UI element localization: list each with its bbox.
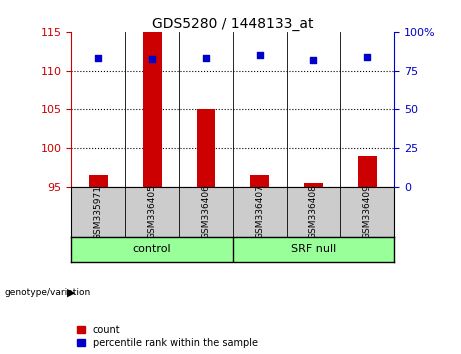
Text: GSM336408: GSM336408 — [309, 185, 318, 240]
Text: control: control — [133, 245, 171, 255]
Text: GSM336407: GSM336407 — [255, 185, 264, 240]
Bar — [304, 183, 323, 187]
Text: SRF null: SRF null — [291, 245, 336, 255]
Bar — [196, 109, 215, 187]
Text: ▶: ▶ — [67, 288, 75, 298]
Text: GSM336409: GSM336409 — [363, 185, 372, 240]
Text: GSM335971: GSM335971 — [94, 184, 103, 240]
Point — [310, 57, 317, 63]
Bar — [143, 32, 161, 187]
Legend: count, percentile rank within the sample: count, percentile rank within the sample — [77, 324, 259, 349]
Point — [95, 56, 102, 61]
Bar — [250, 176, 269, 187]
Text: GSM336406: GSM336406 — [201, 185, 210, 240]
Bar — [89, 176, 108, 187]
Point — [148, 56, 156, 62]
Point — [256, 52, 263, 58]
Bar — [358, 156, 377, 187]
Text: GSM336405: GSM336405 — [148, 185, 157, 240]
Text: genotype/variation: genotype/variation — [5, 287, 91, 297]
Point — [364, 54, 371, 59]
Point — [202, 56, 210, 61]
Title: GDS5280 / 1448133_at: GDS5280 / 1448133_at — [152, 17, 313, 31]
